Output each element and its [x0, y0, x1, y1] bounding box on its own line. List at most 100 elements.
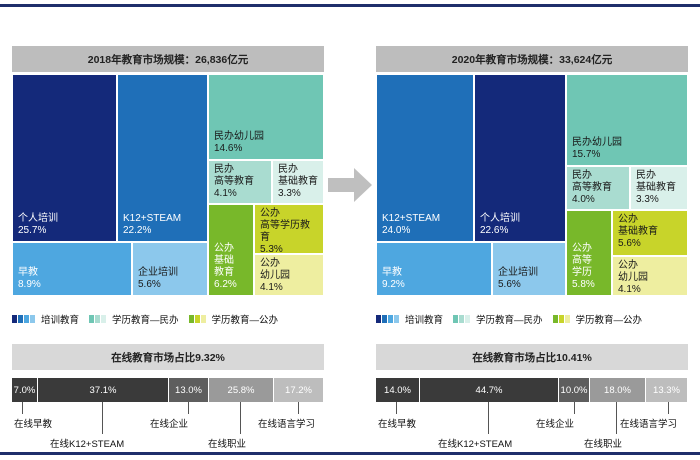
legend-2020: 培训教育 学历教育—民办 学历教育—公办 [376, 312, 688, 326]
legend-swatch [194, 315, 200, 323]
legend-swatch [388, 315, 393, 323]
tick [488, 402, 489, 434]
treemap-2020: K12+STEAM 24.0% 个人培训 22.6% 早教 9.2% 企业培训 … [376, 74, 688, 344]
legend-2018: 培训教育 学历教育—民办 学历教育—公办 [12, 312, 324, 326]
legend-item-public: 学历教育—公办 [188, 312, 279, 326]
treemap-2018: 个人培训 25.7% K12+STEAM 22.2% 早教 8.9% 企业培训 … [12, 74, 324, 344]
legend-swatch [465, 315, 471, 323]
tile-公办幼儿园-2020: 公办 幼儿园 4.1% [612, 256, 688, 296]
legend-swatch [459, 315, 465, 323]
online-label-K12: 在线K12+STEAM [438, 439, 513, 450]
tile-K12-STEAM-2018: K12+STEAM 22.2% [117, 74, 208, 242]
tile-label: 个人培训 [480, 213, 520, 224]
online-seg-早教: 7.0% [12, 378, 38, 402]
legend-swatch [30, 315, 35, 323]
tile-value: 5.8% [572, 279, 595, 290]
legend-label: 学历教育—公办 [211, 315, 279, 326]
tile-公办高等学历-2020: 公办 高等 学历 5.8% [566, 210, 612, 296]
online-label-语言: 在线语言学习 [258, 419, 316, 430]
tile-label: 公办 幼儿园 [618, 260, 648, 283]
tile-label: 公办 高等学历教育 [260, 208, 310, 243]
legend-swatch [382, 315, 387, 323]
tile-value: 25.7% [18, 225, 47, 236]
online-label-早教: 在线早教 [378, 419, 417, 430]
tile-label: 民办 高等教育 [214, 164, 254, 187]
legend-label: 培训教育 [41, 315, 80, 326]
online-seg-语言: 17.2% [274, 378, 324, 402]
tile-label: K12+STEAM [123, 213, 182, 224]
tick [188, 402, 189, 414]
legend-label: 培训教育 [405, 315, 444, 326]
legend-swatch [188, 315, 194, 323]
tile-民办高等教育-2020: 民办 高等教育 4.0% [566, 166, 630, 210]
tile-value: 4.1% [618, 284, 641, 295]
tile-value: 6.2% [214, 279, 237, 290]
tile-早教-2018: 早教 8.9% [12, 242, 132, 296]
online-seg-企业: 13.0% [169, 378, 209, 402]
legend-label: 学历教育—民办 [112, 315, 179, 326]
tick [240, 402, 241, 434]
legend-swatch [394, 315, 399, 323]
online-label-早教: 在线早教 [14, 419, 53, 430]
tick [396, 402, 397, 414]
tile-value: 14.6% [214, 143, 243, 154]
legend-swatch [18, 315, 23, 323]
tile-label: 早教 [382, 267, 402, 278]
tile-个人培训-2018: 个人培训 25.7% [12, 74, 117, 242]
tile-value: 5.6% [618, 238, 641, 249]
tile-value: 4.0% [572, 194, 595, 205]
tile-label: 民办 基础教育 [636, 170, 676, 193]
tile-民办基础教育-2020: 民办 基础教育 3.3% [630, 166, 688, 210]
tile-value: 24.0% [382, 225, 411, 236]
tile-label: 公办 基础教育 [618, 214, 658, 237]
bottom-rule [0, 452, 700, 455]
tile-公办基础教育-2018: 公办 基础 教育 6.2% [208, 204, 254, 296]
tile-value: 9.2% [382, 279, 405, 290]
tile-公办高等学历教育-2018: 公办 高等学历教育 5.3% [254, 204, 324, 254]
treemap-title-2018: 2018年教育市场规模：26,836亿元 [12, 46, 324, 72]
tile-民办高等教育-2018: 民办 高等教育 4.1% [208, 160, 272, 204]
online-seg-K12: 44.7% [420, 378, 559, 402]
legend-swatch [552, 315, 558, 323]
treemap-title-2020: 2020年教育市场规模：33,624亿元 [376, 46, 688, 72]
tile-label: 公办 幼儿园 [260, 258, 290, 281]
tile-label: 企业培训 [138, 267, 178, 278]
tick [102, 402, 103, 434]
legend-swatch [558, 315, 564, 323]
legend-item-training: 培训教育 [12, 312, 79, 326]
tick [616, 402, 617, 434]
tile-label: 早教 [18, 267, 38, 278]
legend-swatch [95, 315, 101, 323]
tile-value: 5.6% [138, 279, 161, 290]
online-seg-K12: 37.1% [38, 378, 169, 402]
online-label-企业: 在线企业 [536, 419, 575, 430]
tile-企业培训-2020: 企业培训 5.6% [492, 242, 566, 296]
tile-label: 个人培训 [18, 213, 58, 224]
legend-swatch [12, 315, 17, 323]
tile-民办基础教育-2018: 民办 基础教育 3.3% [272, 160, 324, 204]
online-seg-语言: 13.3% [646, 378, 688, 402]
tile-label: 民办幼儿园 [214, 131, 264, 142]
tile-早教-2020: 早教 9.2% [376, 242, 492, 296]
legend-swatch [453, 315, 459, 323]
tile-value: 3.3% [636, 194, 659, 205]
tile-value: 22.2% [123, 225, 152, 236]
tick [22, 402, 23, 414]
legend-item-training: 培训教育 [376, 312, 443, 326]
online-label-企业: 在线企业 [150, 419, 189, 430]
legend-label: 学历教育—民办 [476, 315, 543, 326]
online-bar-2020: 14.0% 44.7% 10.0% 18.0% 13.3% [376, 378, 688, 402]
online-seg-职业: 18.0% [590, 378, 646, 402]
tile-民办幼儿园-2018: 民办幼儿园 14.6% [208, 74, 324, 160]
online-label-职业: 在线职业 [208, 439, 247, 450]
online-seg-职业: 25.8% [209, 378, 274, 402]
tick [668, 402, 669, 414]
online-title-2020: 在线教育市场占比10.41% [376, 344, 688, 370]
legend-item-private: 学历教育—民办 [453, 312, 543, 326]
tile-公办基础教育-2020: 公办 基础教育 5.6% [612, 210, 688, 256]
tick [574, 402, 575, 414]
legend-swatch [101, 315, 107, 323]
tile-value: 5.3% [260, 244, 283, 254]
online-label-K12: 在线K12+STEAM [50, 439, 125, 450]
legend-item-private: 学历教育—民办 [89, 312, 179, 326]
